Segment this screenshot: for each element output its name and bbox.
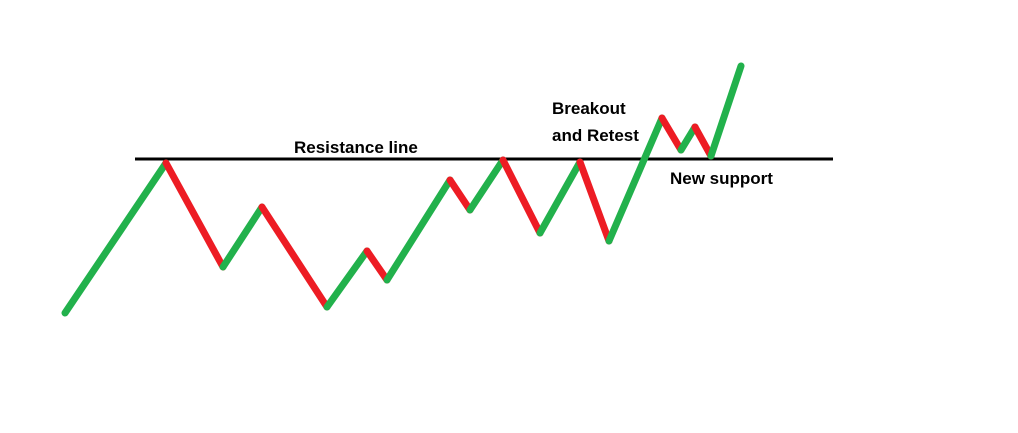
up-leg-5: [323, 247, 371, 311]
resistance-line-label: Resistance line: [294, 138, 418, 157]
down-leg-6: [363, 247, 391, 284]
down-leg-16: [691, 123, 715, 160]
down-leg-14: [658, 114, 685, 154]
price-path: [61, 62, 745, 317]
down-leg-12: [576, 158, 613, 245]
down-leg-10: [499, 156, 544, 237]
up-leg-1: [61, 159, 170, 317]
down-leg-4: [258, 203, 331, 311]
new-support-label: New support: [670, 169, 773, 188]
down-leg-8: [446, 176, 474, 214]
up-leg-15: [677, 123, 699, 154]
up-leg-11: [536, 158, 584, 237]
up-leg-3: [219, 203, 266, 271]
breakout-label-line1: Breakout: [552, 99, 626, 118]
up-leg-9: [466, 156, 507, 214]
breakout-label-line2: and Retest: [552, 126, 639, 145]
up-leg-7: [383, 176, 454, 284]
up-leg-17: [707, 62, 745, 160]
up-leg-13: [605, 114, 666, 245]
down-leg-2: [162, 159, 227, 271]
